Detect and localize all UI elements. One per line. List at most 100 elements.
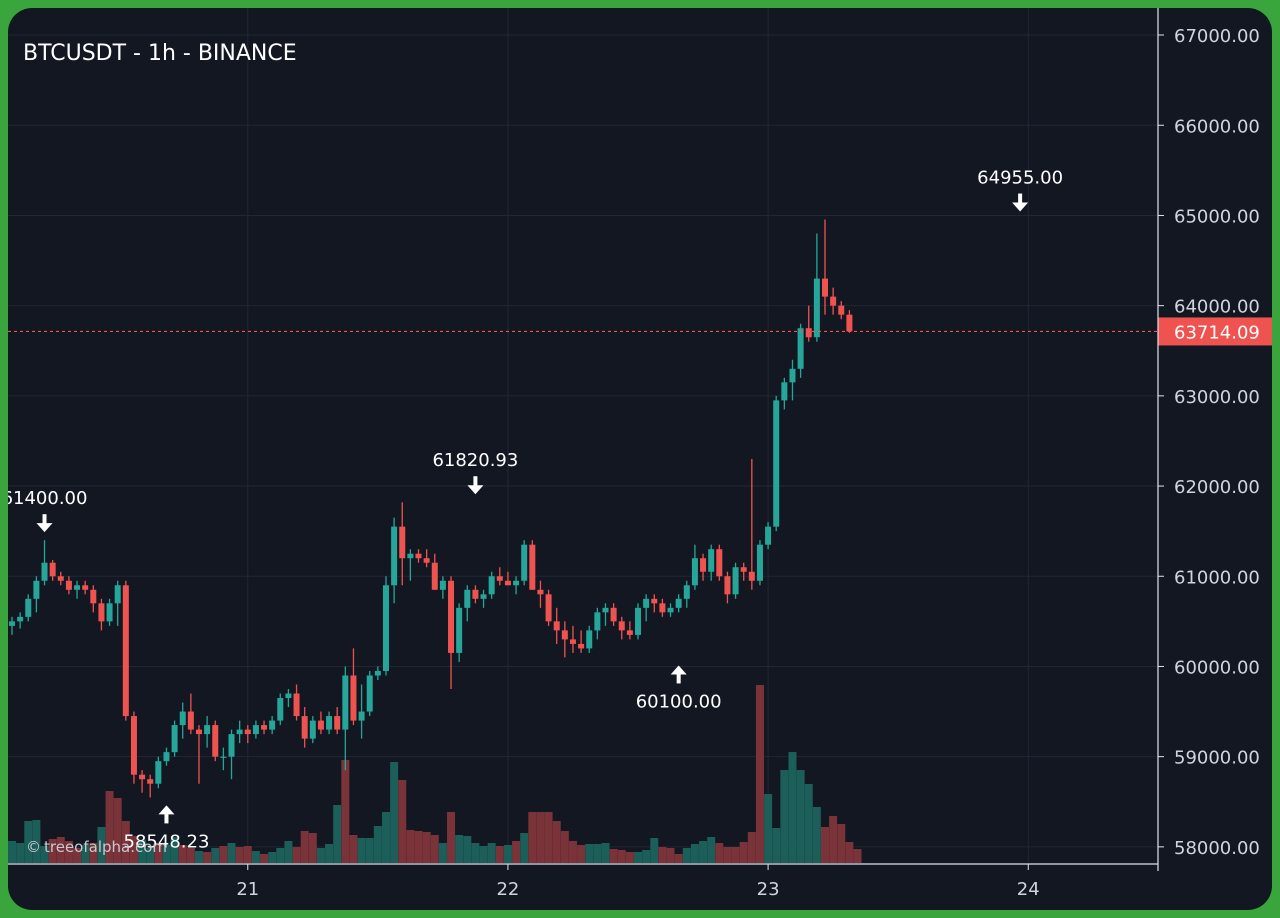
candle-body — [261, 725, 268, 730]
candle-body — [683, 585, 690, 599]
candle-body — [220, 756, 227, 758]
y-tick-label: 59000.00 — [1174, 748, 1260, 769]
candle-body — [106, 603, 113, 622]
candle-body — [65, 580, 72, 590]
volume-bar — [178, 845, 187, 863]
volume-bar — [552, 821, 561, 863]
volume-bar — [568, 841, 577, 863]
candle-body — [252, 725, 259, 735]
volume-bar — [772, 828, 781, 863]
volume-bar — [503, 845, 512, 863]
candle-body — [358, 711, 365, 721]
volume-bar — [333, 805, 342, 863]
candle-body — [765, 526, 772, 545]
candlestick-chart[interactable]: 63714.09 61400.00 58548.23 61820.93 60100.0… — [8, 8, 1272, 910]
volume-bar — [365, 838, 374, 863]
candle-body — [17, 616, 24, 622]
volume-bar — [715, 843, 724, 863]
volume-bar — [186, 848, 195, 863]
volume-bar — [690, 844, 699, 863]
arrow-down-icon — [467, 485, 484, 495]
candle-body — [49, 562, 56, 577]
volume-bar — [227, 843, 236, 863]
volume-bar — [438, 843, 447, 863]
volume-bar — [487, 843, 496, 863]
y-tick-label: 66000.00 — [1174, 116, 1260, 137]
candle-body — [578, 643, 585, 649]
volume-bar — [544, 812, 553, 863]
candle-body — [805, 328, 812, 338]
candle-body — [317, 720, 324, 730]
volume-bar — [495, 846, 504, 863]
volume-bar — [390, 762, 399, 863]
candle-body — [139, 774, 146, 780]
arrow-up-icon — [158, 805, 175, 815]
volume-bar — [585, 844, 594, 863]
candle-body — [561, 630, 568, 640]
candle-body — [464, 589, 471, 608]
volume-bar — [617, 850, 626, 863]
volume-bar — [146, 848, 155, 863]
volume-bar — [162, 845, 171, 863]
candle-body — [537, 589, 544, 595]
volume-bar — [398, 780, 407, 863]
candle-body — [488, 576, 495, 595]
volume-bar — [40, 846, 49, 863]
candle-body — [545, 594, 552, 622]
volume-bar — [48, 839, 57, 863]
candle-body — [781, 382, 788, 401]
x-tick-label: 23 — [757, 879, 780, 900]
chart-panel[interactable]: 63714.09 61400.00 58548.23 61820.93 60100.0… — [8, 8, 1272, 910]
volume-bar — [479, 846, 488, 863]
candle-body — [586, 630, 593, 649]
candle-body — [431, 562, 438, 590]
volume-bar — [853, 849, 862, 863]
candle-series — [9, 219, 853, 798]
candle-body — [309, 720, 316, 739]
volume-bar — [276, 848, 285, 863]
y-tick-label: 61000.00 — [1174, 567, 1260, 588]
volume-bar — [788, 752, 797, 863]
volume-bar — [325, 844, 334, 863]
candle-body — [204, 725, 211, 735]
candle-body — [700, 558, 707, 572]
candle-body — [732, 567, 739, 595]
candle-body — [675, 598, 682, 608]
volume-bar — [170, 837, 179, 863]
arrow-down-icon — [36, 523, 53, 533]
volume-bar — [780, 770, 789, 863]
volume-bar — [194, 851, 203, 863]
volume-bar — [682, 848, 691, 863]
volume-bar — [447, 812, 456, 863]
candle-body — [326, 716, 333, 730]
annotation-label: 58548.23 — [124, 831, 210, 852]
candle-body — [350, 675, 357, 721]
volume-bar — [89, 843, 98, 863]
volume-bar — [829, 816, 838, 863]
volume-bar — [674, 854, 683, 863]
candle-body — [57, 576, 64, 581]
volume-bar — [64, 841, 73, 863]
y-tick-label: 64000.00 — [1174, 297, 1260, 318]
candle-body — [659, 603, 666, 613]
candle-body — [33, 580, 40, 599]
watermark: © treeofalpha.com — [26, 838, 167, 856]
volume-bar — [520, 833, 529, 863]
volume-bar — [284, 841, 293, 863]
volume-bar — [609, 849, 618, 863]
volume-bar — [211, 848, 220, 863]
candle-body — [293, 693, 300, 717]
candle-body — [643, 598, 650, 608]
volume-bar — [235, 847, 244, 863]
volume-bar — [73, 848, 82, 863]
x-tick-label: 22 — [496, 879, 519, 900]
axes: 58000.00 59000.00 60000.00 61000.00 62000.00… — [8, 8, 1260, 900]
volume-bar — [203, 852, 212, 863]
chart-title: BTCUSDT - 1h - BINANCE — [23, 41, 297, 66]
volume-bar — [845, 842, 854, 863]
candle-body — [382, 585, 389, 671]
volume-bar — [796, 770, 805, 863]
annotation-label: 64955.00 — [977, 168, 1063, 189]
candle-body — [269, 720, 276, 730]
copyright-icon: © — [26, 838, 41, 856]
